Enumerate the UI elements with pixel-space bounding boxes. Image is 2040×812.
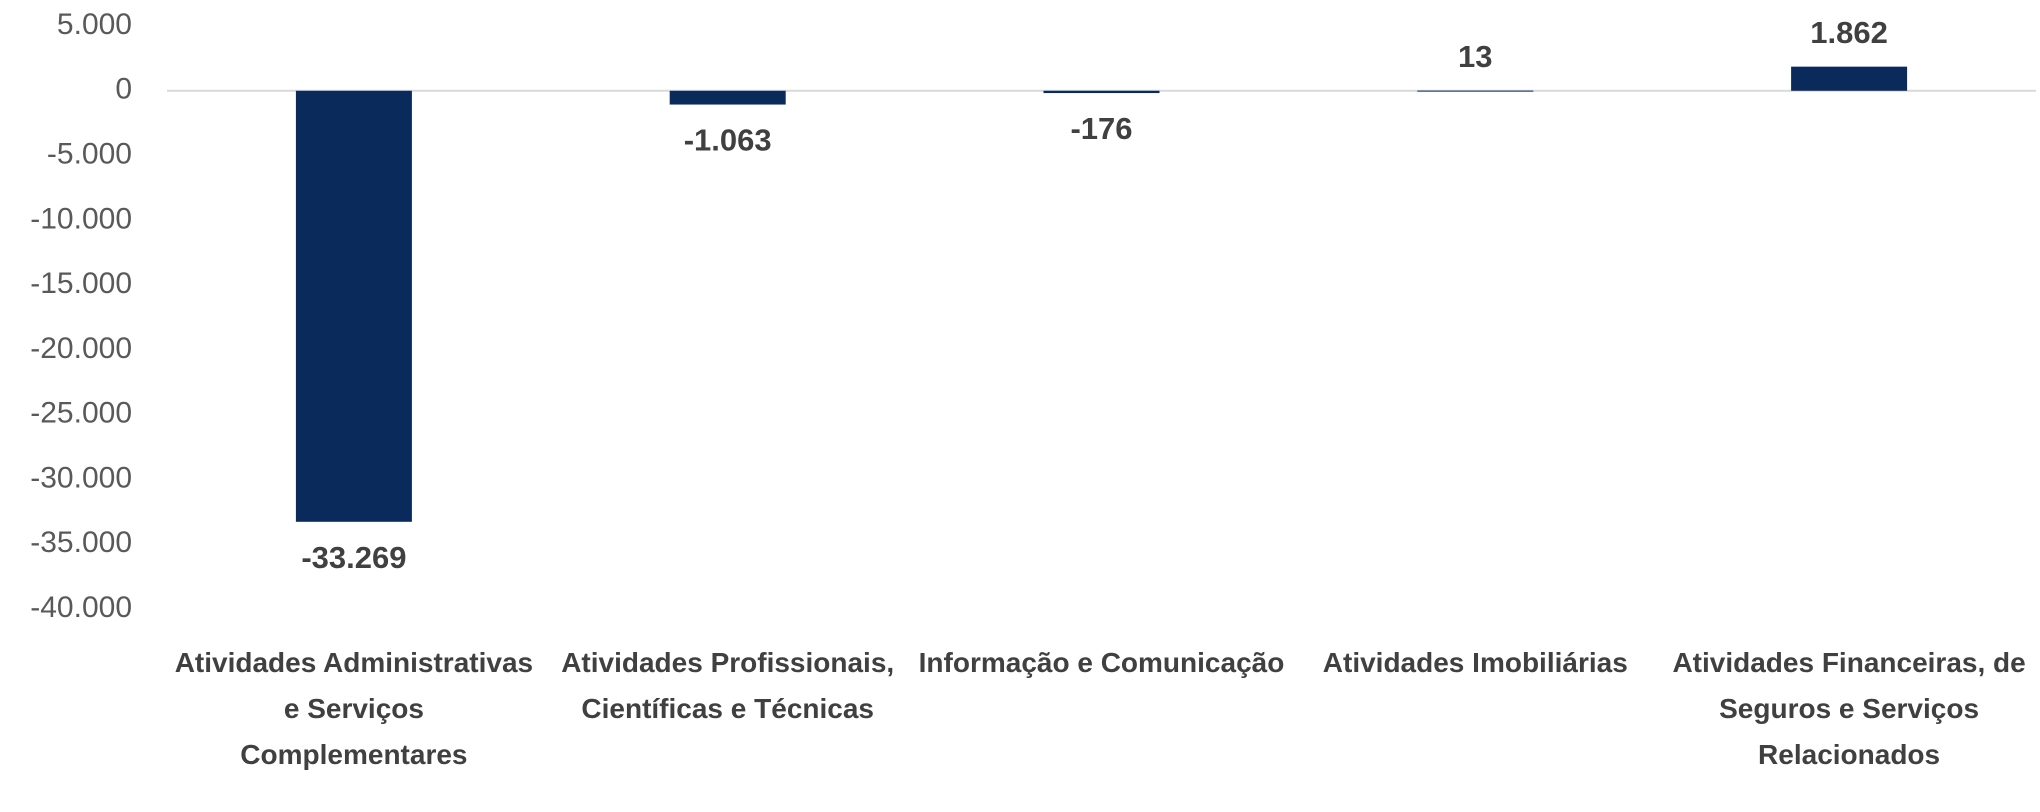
x-tick-label: Atividades Financeiras, de Seguros e Ser…	[1672, 647, 2026, 770]
bar	[1791, 66, 1908, 91]
data-label: -176	[1070, 111, 1132, 146]
y-tick-label: -20.000	[30, 332, 132, 365]
y-tick-label: 0	[115, 73, 132, 106]
x-tick-label: Atividades Administrativas e Serviços Co…	[174, 647, 534, 770]
x-tick-label: Atividades Imobiliárias	[1322, 647, 1628, 678]
bar	[1043, 90, 1160, 94]
y-tick-label: -10.000	[30, 202, 132, 235]
x-tick-label: Atividades Profissionais, Científicas e …	[561, 647, 895, 724]
y-tick-label: -40.000	[30, 591, 132, 624]
y-tick-label: -30.000	[30, 461, 132, 494]
data-label: 1.862	[1810, 15, 1888, 50]
data-label: -1.063	[684, 123, 772, 158]
bar	[295, 90, 412, 522]
y-tick-label: -15.000	[30, 267, 132, 300]
y-tick-label: -35.000	[30, 526, 132, 559]
bar	[1417, 90, 1534, 92]
y-tick-label: -5.000	[47, 137, 132, 170]
x-tick-label: Informação e Comunicação	[918, 647, 1285, 678]
data-label: -33.269	[301, 540, 406, 575]
y-tick-label: 5.000	[57, 8, 132, 41]
y-tick-label: -25.000	[30, 397, 132, 430]
data-label: 13	[1458, 39, 1492, 74]
bar	[669, 90, 786, 105]
